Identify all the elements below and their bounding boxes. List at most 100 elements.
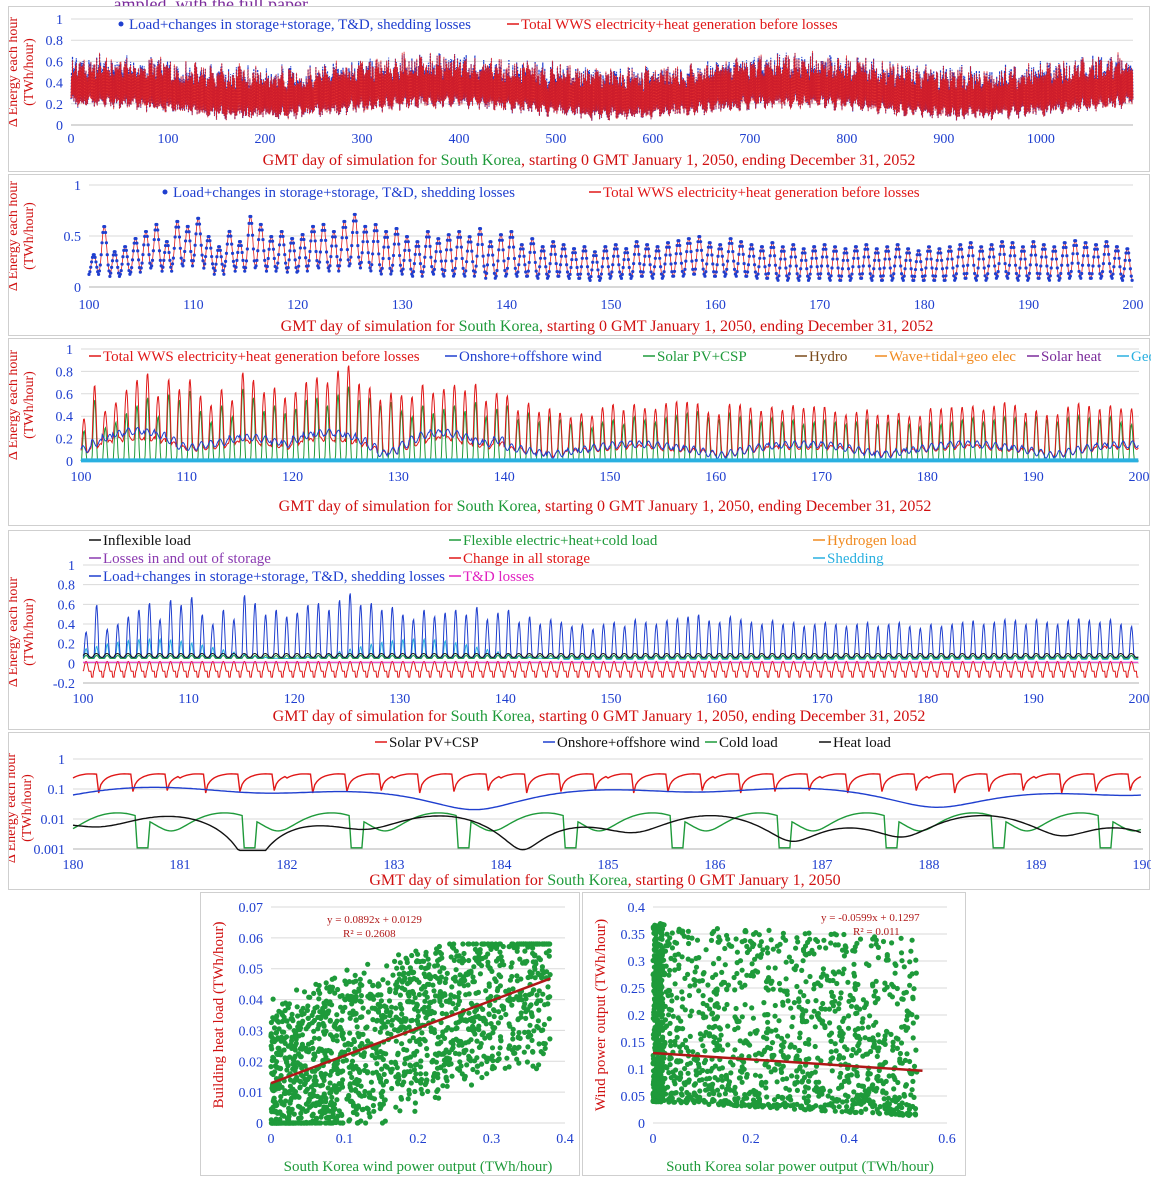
- scatter-point: [702, 1081, 708, 1087]
- scatter-point: [477, 971, 483, 977]
- load-point: [163, 243, 168, 248]
- scatter-point: [795, 939, 801, 945]
- scatter-point: [471, 964, 477, 970]
- load-point: [203, 262, 207, 266]
- scatter-point: [870, 1104, 876, 1110]
- load-point: [658, 256, 662, 260]
- load-point: [669, 262, 673, 266]
- scatter-point: [406, 1091, 412, 1097]
- load-point: [805, 267, 809, 271]
- load-point: [234, 265, 238, 269]
- load-point: [287, 258, 291, 262]
- load-point: [440, 267, 444, 271]
- scatter-point: [700, 1000, 706, 1007]
- scatter-point: [349, 1098, 355, 1104]
- load-point: [178, 246, 182, 250]
- load-point: [889, 274, 893, 278]
- load-point: [456, 235, 460, 239]
- scatter-point: [651, 975, 657, 981]
- scatter-point: [514, 973, 520, 979]
- scatter-point: [773, 1027, 779, 1033]
- scatter-point: [880, 938, 887, 945]
- load-point: [882, 266, 886, 270]
- scatter-point: [852, 981, 858, 987]
- x-tick-label: 150: [601, 298, 622, 313]
- scatter-point: [522, 992, 528, 998]
- load-point: [933, 278, 937, 282]
- scatter-point: [438, 1051, 444, 1057]
- scatter-point: [376, 1072, 382, 1078]
- load-point: [588, 278, 592, 282]
- scatter-point: [653, 1025, 659, 1031]
- y-tick-label: 1: [66, 343, 73, 358]
- load-point: [1090, 272, 1094, 276]
- load-point: [539, 249, 544, 253]
- load-point: [350, 244, 354, 248]
- scatter-point: [287, 1100, 293, 1106]
- load-point: [1049, 266, 1053, 270]
- scatter-point: [792, 1080, 798, 1086]
- scatter-point: [497, 983, 503, 989]
- scatter-point: [764, 945, 770, 951]
- scatter-point: [762, 1062, 768, 1068]
- scatter-point: [317, 1099, 323, 1105]
- scatter-point: [746, 1054, 752, 1060]
- load-point: [917, 249, 921, 253]
- scatter-point: [292, 1030, 298, 1036]
- load-point: [570, 257, 574, 262]
- scatter-point: [338, 1004, 344, 1010]
- scatter-point: [347, 1010, 353, 1016]
- scatter-point: [812, 1043, 818, 1050]
- scatter-point: [393, 1005, 399, 1011]
- load-point: [218, 248, 222, 252]
- scatter-point: [658, 1019, 664, 1025]
- load-point: [390, 269, 394, 273]
- scatter-point: [744, 949, 750, 956]
- load-point: [308, 249, 312, 254]
- load-point: [454, 256, 458, 261]
- scatter-point: [339, 1033, 345, 1039]
- scatter-point: [514, 1056, 520, 1062]
- load-point: [421, 270, 425, 274]
- scatter-point: [897, 1060, 903, 1066]
- load-point: [725, 259, 730, 263]
- scatter-point: [892, 1076, 898, 1082]
- load-point: [971, 254, 975, 258]
- scatter-point: [423, 952, 429, 958]
- load-point: [792, 247, 797, 251]
- scatter-point: [725, 1023, 731, 1029]
- load-point: [244, 259, 249, 263]
- scatter-point: [911, 986, 917, 992]
- scatter-point: [433, 950, 439, 956]
- scatter-point: [875, 1032, 881, 1038]
- load-point: [465, 249, 470, 253]
- scatter-point: [379, 1066, 385, 1072]
- scatter-point: [881, 1096, 887, 1102]
- scatter-point: [826, 1006, 832, 1012]
- load-point: [713, 274, 718, 278]
- load-point: [988, 247, 992, 251]
- scatter-point: [807, 936, 813, 942]
- scatter-point: [418, 964, 424, 970]
- scatter-point: [765, 1026, 771, 1032]
- load-point: [1120, 278, 1125, 282]
- scatter-point: [672, 1038, 678, 1044]
- scatter-point: [838, 990, 844, 996]
- load-point: [977, 257, 981, 261]
- load-point: [617, 263, 621, 267]
- load-point: [510, 230, 514, 234]
- load-point: [1063, 241, 1067, 245]
- load-point: [1079, 276, 1083, 280]
- scatter-point: [297, 1085, 303, 1091]
- x-tick-label: 0.6: [938, 1132, 956, 1147]
- load-point: [447, 233, 451, 237]
- scatter-point: [791, 1102, 797, 1108]
- scatter-point: [836, 1006, 842, 1012]
- scatter-point: [357, 976, 363, 982]
- load-point: [735, 269, 739, 274]
- load-point: [689, 250, 693, 254]
- x-tick-label: 100: [79, 298, 100, 313]
- scatter-point: [365, 961, 371, 967]
- load-point: [593, 250, 597, 254]
- load-point: [912, 278, 916, 282]
